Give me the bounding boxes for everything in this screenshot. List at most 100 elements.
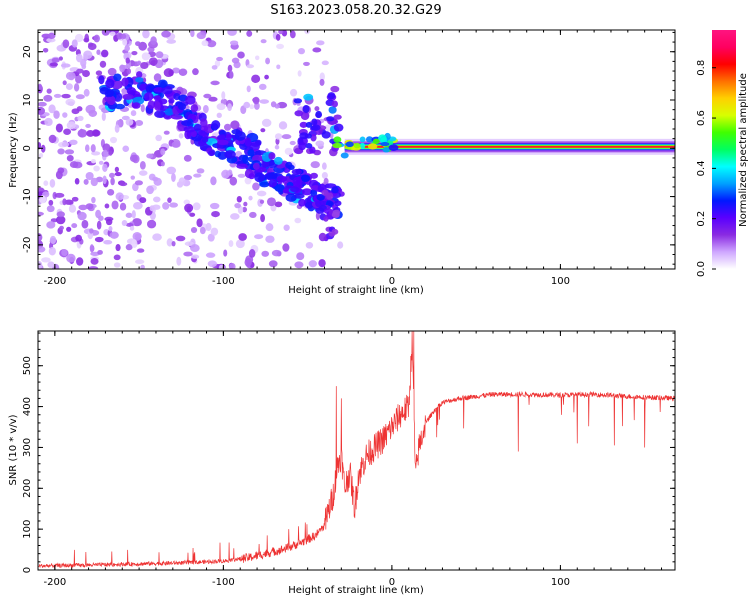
heatmap-cell bbox=[92, 129, 101, 137]
heatmap-cell bbox=[224, 150, 236, 159]
heatmap-cell bbox=[217, 139, 229, 145]
heatmap-cell bbox=[260, 128, 266, 133]
heatmap-cell bbox=[108, 226, 113, 232]
heatmap-cell bbox=[91, 151, 101, 156]
heatmap-cell bbox=[331, 228, 339, 235]
heatmap-cell bbox=[285, 161, 293, 169]
heatmap-cell bbox=[265, 223, 274, 232]
heatmap-cell bbox=[316, 40, 325, 46]
heatmap-cell bbox=[292, 176, 302, 187]
heatmap-cell bbox=[75, 234, 82, 242]
heatmap-cell bbox=[61, 142, 70, 147]
heatmap-cell bbox=[46, 221, 56, 229]
heatmap-cell bbox=[82, 69, 90, 78]
heatmap-cell bbox=[83, 37, 90, 43]
heatmap-cell bbox=[228, 240, 234, 248]
heatmap-cell bbox=[291, 168, 303, 175]
heatmap-cell bbox=[284, 147, 293, 156]
heatmap-cell bbox=[154, 110, 166, 118]
heatmap-cell bbox=[265, 57, 271, 65]
heatmap-cell bbox=[254, 234, 264, 240]
heatmap-cell bbox=[230, 213, 240, 220]
heatmap-cell bbox=[171, 141, 181, 148]
heatmap-cell bbox=[177, 102, 187, 111]
heatmap-cell bbox=[136, 71, 143, 78]
heatmap-cell bbox=[132, 218, 142, 227]
heatmap-cell bbox=[114, 166, 120, 173]
heatmap-cell bbox=[299, 132, 309, 140]
heatmap-cell bbox=[227, 64, 233, 73]
heatmap-cell bbox=[274, 201, 283, 208]
heatmap-cell bbox=[249, 104, 255, 110]
heatmap-cell bbox=[247, 149, 255, 157]
heatmap-cell bbox=[134, 180, 143, 186]
heatmap-cell bbox=[200, 118, 208, 128]
heatmap-cell bbox=[166, 39, 177, 44]
heatmap-cell bbox=[90, 177, 98, 187]
heatmap-cell bbox=[305, 143, 313, 149]
heatmap-cell bbox=[359, 136, 366, 143]
heatmap-cell bbox=[49, 62, 59, 67]
heatmap-cell bbox=[211, 211, 220, 218]
heatmap-cell bbox=[102, 143, 111, 152]
heatmap-cell bbox=[294, 261, 304, 269]
heatmap-cell bbox=[309, 146, 316, 154]
snr-x-tick-label: 0 bbox=[389, 577, 395, 588]
heatmap-cell bbox=[243, 201, 248, 207]
heatmap-cell bbox=[231, 57, 240, 64]
heatmap-cell bbox=[106, 95, 116, 106]
heatmap-cell bbox=[109, 231, 119, 239]
heatmap-cell bbox=[60, 63, 71, 68]
heatmap-cell bbox=[268, 178, 278, 188]
spectrogram-x-tick-label: -100 bbox=[212, 276, 235, 287]
heatmap-cell bbox=[282, 243, 290, 252]
heatmap-cell bbox=[183, 199, 191, 205]
heatmap-cell bbox=[308, 260, 317, 268]
heatmap-cell bbox=[119, 64, 126, 73]
heatmap-cell bbox=[101, 30, 110, 36]
heatmap-cell bbox=[105, 78, 115, 89]
heatmap-cell bbox=[289, 88, 298, 97]
heatmap-cell bbox=[248, 173, 255, 180]
heatmap-cell bbox=[77, 211, 87, 221]
heatmap-cell bbox=[241, 206, 248, 213]
heatmap-cell bbox=[201, 136, 209, 143]
snr-x-label: Height of straight line (km) bbox=[288, 585, 424, 596]
heatmap-cell bbox=[83, 50, 93, 60]
heatmap-cell bbox=[321, 172, 328, 179]
heatmap-cell bbox=[76, 68, 84, 74]
snr-y-tick-label: 100 bbox=[22, 520, 33, 539]
colorbar-tick-label: 0.0 bbox=[696, 261, 707, 277]
heatmap-cell bbox=[88, 266, 99, 269]
heatmap-cell bbox=[323, 216, 329, 222]
heatmap-cell bbox=[146, 153, 154, 159]
heatmap-cell bbox=[166, 166, 177, 175]
heatmap-cell bbox=[178, 177, 186, 186]
heatmap-cell bbox=[378, 134, 387, 143]
heatmap-cell bbox=[365, 136, 374, 143]
heatmap-cell bbox=[261, 250, 270, 257]
heatmap-cell bbox=[171, 240, 176, 247]
heatmap-cell bbox=[315, 110, 322, 118]
heatmap-cell bbox=[244, 137, 252, 147]
heatmap-cell bbox=[326, 116, 335, 122]
heatmap-cell bbox=[178, 133, 184, 139]
heatmap-cell bbox=[116, 32, 123, 40]
heatmap-cell bbox=[39, 195, 47, 204]
heatmap-cell bbox=[101, 112, 106, 121]
heatmap-cell bbox=[236, 195, 242, 203]
heatmap-cell bbox=[221, 91, 226, 100]
heatmap-cell bbox=[66, 154, 74, 162]
heatmap-cell bbox=[206, 40, 217, 48]
heatmap-cell bbox=[252, 96, 260, 105]
heatmap-cell bbox=[91, 196, 96, 204]
heatmap-cell bbox=[230, 120, 240, 130]
heatmap-cell bbox=[181, 119, 192, 126]
heatmap-cell bbox=[171, 173, 176, 182]
heatmap-cell bbox=[85, 123, 91, 128]
snr-x-ticks: -200 -100 0 100 bbox=[37, 331, 663, 588]
heatmap-cell bbox=[89, 228, 94, 234]
heatmap-cell bbox=[54, 192, 65, 198]
heatmap-cell bbox=[201, 40, 209, 47]
heatmap-cell bbox=[283, 224, 290, 231]
